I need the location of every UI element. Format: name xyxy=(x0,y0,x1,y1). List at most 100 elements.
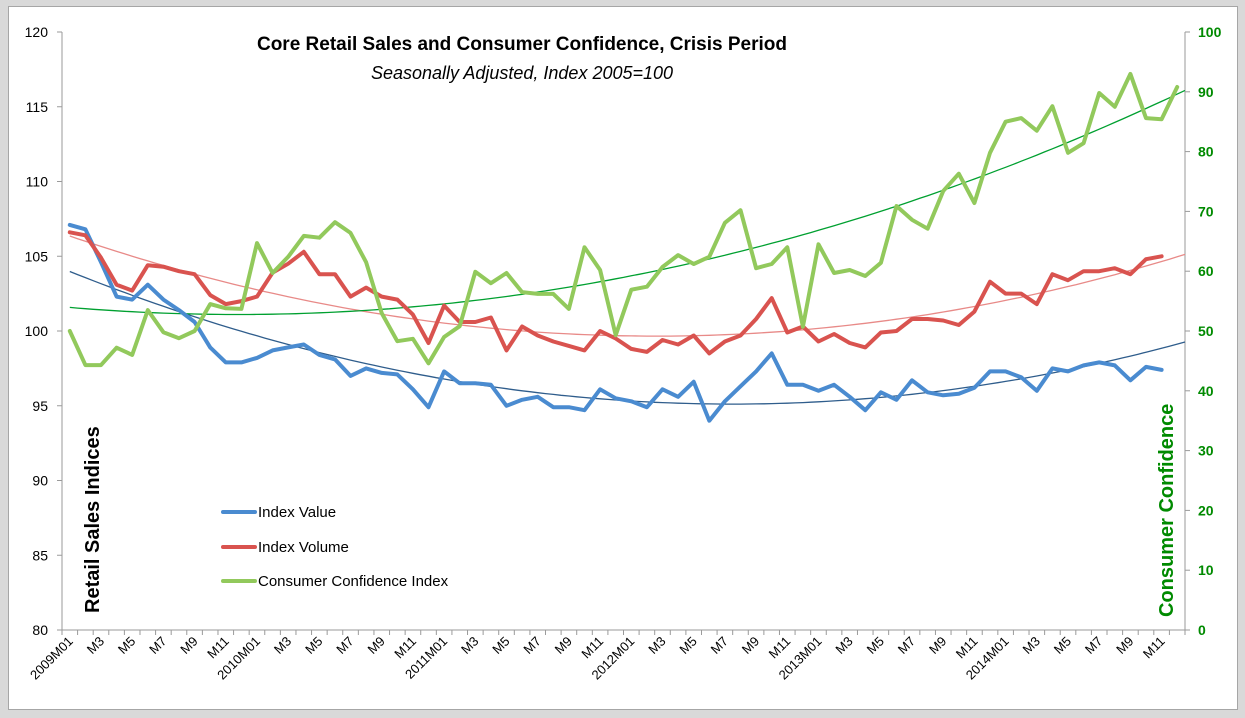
data-point-consumer-confidence-index xyxy=(816,242,820,246)
data-point-index-volume xyxy=(349,295,353,299)
data-point-index-volume xyxy=(972,310,976,314)
series-line-index-value xyxy=(67,222,1164,423)
y-tick-label: 85 xyxy=(32,547,48,563)
data-point-index-volume xyxy=(115,283,119,287)
data-point-consumer-confidence-index xyxy=(801,325,805,329)
data-point-index-value xyxy=(614,396,618,400)
data-point-index-volume xyxy=(1066,278,1070,282)
x-tick-label: M9 xyxy=(177,634,200,657)
data-point-consumer-confidence-index xyxy=(1175,85,1179,89)
data-point-index-value xyxy=(583,408,587,412)
data-point-consumer-confidence-index xyxy=(68,329,72,333)
y2-tick-label: 60 xyxy=(1198,263,1214,279)
data-point-consumer-confidence-index xyxy=(193,329,197,333)
data-point-index-volume xyxy=(68,230,72,234)
x-tick-label: M5 xyxy=(302,634,325,657)
data-point-index-value xyxy=(1128,378,1132,382)
data-point-index-value xyxy=(395,372,399,376)
data-point-index-value xyxy=(442,369,446,373)
data-point-index-volume xyxy=(926,317,930,321)
data-point-consumer-confidence-index xyxy=(770,262,774,266)
data-point-consumer-confidence-index xyxy=(302,234,306,238)
data-point-index-value xyxy=(255,356,259,360)
data-point-index-value xyxy=(239,360,243,364)
data-point-consumer-confidence-index xyxy=(1082,141,1086,145)
data-point-index-volume xyxy=(1050,272,1054,276)
legend-item-consumer-confidence: Consumer Confidence Index xyxy=(221,573,449,590)
x-tick-label: M5 xyxy=(115,634,138,657)
data-point-index-value xyxy=(271,348,275,352)
data-point-consumer-confidence-index xyxy=(926,227,930,231)
legend-label-consumer-confidence: Consumer Confidence Index xyxy=(258,573,449,590)
data-point-index-volume xyxy=(629,347,633,351)
data-point-index-volume xyxy=(302,250,306,254)
data-point-index-value xyxy=(598,387,602,391)
data-point-consumer-confidence-index xyxy=(1160,117,1164,121)
y2-tick-label: 20 xyxy=(1198,502,1214,518)
trendline-index-value xyxy=(69,270,1186,405)
data-point-consumer-confidence-index xyxy=(364,260,368,264)
y2-tick-label: 80 xyxy=(1198,144,1214,160)
data-point-consumer-confidence-index xyxy=(224,306,228,310)
series-line-consumer-confidence-index xyxy=(67,71,1180,368)
data-point-index-value xyxy=(333,357,337,361)
data-point-index-value xyxy=(941,393,945,397)
data-point-consumer-confidence-index xyxy=(115,346,119,350)
data-point-index-volume xyxy=(442,304,446,308)
y2-tick-label: 10 xyxy=(1198,562,1214,578)
data-point-index-volume xyxy=(894,329,898,333)
data-point-index-value xyxy=(972,386,976,390)
data-point-index-volume xyxy=(1004,292,1008,296)
data-point-index-value xyxy=(224,360,228,364)
data-point-index-value xyxy=(1113,363,1117,367)
x-tick-label: M9 xyxy=(364,634,387,657)
y-tick-label: 105 xyxy=(25,248,49,264)
data-point-index-volume xyxy=(364,286,368,290)
data-point-index-value xyxy=(738,384,742,388)
data-point-consumer-confidence-index xyxy=(1113,105,1117,109)
data-point-index-volume xyxy=(520,325,524,329)
x-tick-label: M3 xyxy=(832,634,855,657)
data-point-index-volume xyxy=(208,293,212,297)
x-tick-label: 2009M01 xyxy=(27,634,76,683)
data-point-index-value xyxy=(302,342,306,346)
y-tick-label: 95 xyxy=(32,398,48,414)
data-point-consumer-confidence-index xyxy=(832,271,836,275)
y-tick-label: 80 xyxy=(32,622,48,638)
data-point-index-volume xyxy=(380,295,384,299)
data-point-index-value xyxy=(349,374,353,378)
x-tick-label: M7 xyxy=(146,634,169,657)
data-point-index-value xyxy=(926,390,930,394)
data-point-index-value xyxy=(848,395,852,399)
data-point-consumer-confidence-index xyxy=(645,285,649,289)
y2-tick-label: 50 xyxy=(1198,323,1214,339)
data-point-index-volume xyxy=(660,338,664,342)
data-point-index-value xyxy=(707,419,711,423)
data-point-index-volume xyxy=(723,339,727,343)
data-point-consumer-confidence-index xyxy=(442,335,446,339)
data-point-index-value xyxy=(193,320,197,324)
x-tick-label: M5 xyxy=(676,634,699,657)
data-point-consumer-confidence-index xyxy=(161,330,165,334)
data-point-consumer-confidence-index xyxy=(208,302,212,306)
data-point-index-volume xyxy=(863,345,867,349)
data-point-index-value xyxy=(660,387,664,391)
data-point-index-volume xyxy=(598,329,602,333)
data-point-index-volume xyxy=(1097,269,1101,273)
legend-label-index-value: Index Value xyxy=(258,504,336,521)
data-point-index-value xyxy=(83,227,87,231)
trendlines xyxy=(69,89,1186,405)
data-point-consumer-confidence-index xyxy=(536,292,540,296)
data-point-index-volume xyxy=(505,348,509,352)
x-tick-label: M3 xyxy=(645,634,668,657)
data-point-index-value xyxy=(411,387,415,391)
data-point-index-volume xyxy=(224,302,228,306)
data-point-index-value xyxy=(832,383,836,387)
data-point-index-volume xyxy=(286,262,290,266)
data-point-consumer-confidence-index xyxy=(239,307,243,311)
data-point-index-volume xyxy=(177,269,181,273)
data-point-index-value xyxy=(863,408,867,412)
data-point-consumer-confidence-index xyxy=(941,189,945,193)
data-point-consumer-confidence-index xyxy=(1035,129,1039,133)
data-point-consumer-confidence-index xyxy=(598,268,602,272)
